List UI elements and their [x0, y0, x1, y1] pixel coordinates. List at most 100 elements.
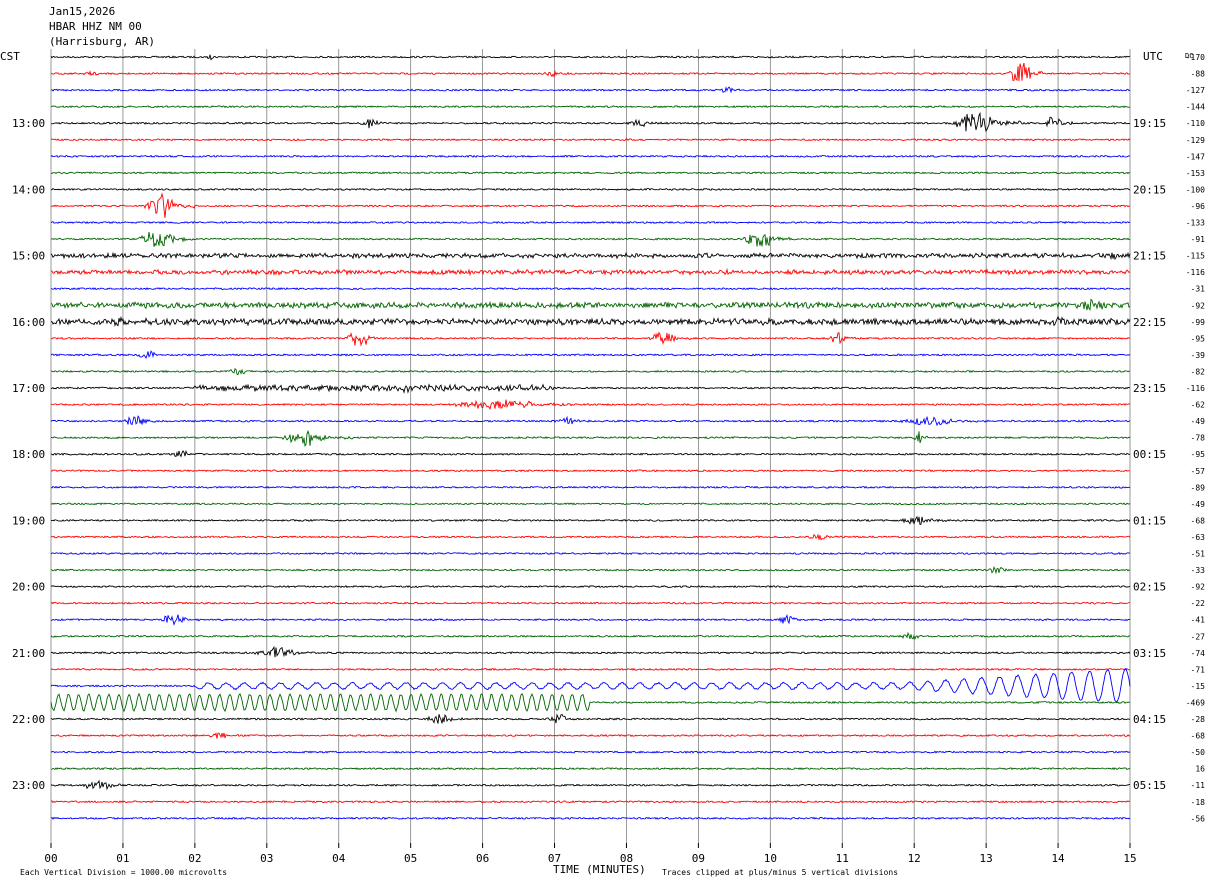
dc-offset-value: -153	[1186, 169, 1205, 178]
dc-offset-value: -92	[1191, 301, 1206, 310]
trace-line	[50, 713, 1131, 724]
left-hour-labels: 13:00 14:00 15:00 16:00 17:00 18:00 19:00 20:00…	[12, 117, 45, 792]
trace-line	[50, 368, 1131, 376]
dc-offset-value: -129	[1186, 136, 1205, 145]
trace-line	[50, 750, 1131, 754]
x-axis-ticks: 00 01 02 03 04 05 06 07 08 09 10 11 12 13 14 15	[44, 843, 1137, 865]
left-hour-label: 19:00	[12, 514, 45, 527]
dc-offset-value: -78	[1191, 434, 1206, 443]
x-tick-label: 10	[764, 852, 777, 865]
right-hour-labels: 19:15 20:15 21:15 22:15 23:15 00:15 01:15 02:15…	[1133, 117, 1166, 792]
right-hour-label: 04:15	[1133, 713, 1166, 726]
dc-offset-value: -68	[1191, 516, 1206, 525]
dc-offset-value: -74	[1191, 649, 1206, 658]
trace-line	[50, 429, 1131, 447]
trace-line	[50, 613, 1131, 626]
left-hour-label: 21:00	[12, 647, 45, 660]
trace-line	[50, 287, 1131, 291]
trace-line	[50, 192, 1130, 218]
trace-line	[50, 585, 1131, 589]
dc-offset-value: -89	[1191, 483, 1206, 492]
right-hour-label: 01:15	[1133, 514, 1166, 527]
left-hour-label: 22:00	[12, 713, 45, 726]
dc-offset-value: -92	[1191, 583, 1206, 592]
header-date: Jan15,2026	[49, 5, 115, 18]
x-tick-label: 06	[476, 852, 489, 865]
traces	[50, 54, 1131, 820]
x-tick-label: 04	[332, 852, 346, 865]
right-hour-label: 23:15	[1133, 382, 1166, 395]
scale-note: Each Vertical Division = 1000.00 microvo…	[20, 868, 227, 877]
x-tick-label: 01	[116, 852, 129, 865]
x-tick-label: 05	[404, 852, 417, 865]
dc-offset-value: -116	[1186, 268, 1205, 277]
left-hour-label: 15:00	[12, 250, 45, 263]
dc-offset-value: -96	[1191, 202, 1206, 211]
trace-line	[50, 779, 1131, 791]
right-hour-label: 00:15	[1133, 448, 1166, 461]
trace-line	[51, 267, 1131, 277]
dc-offset-value: -71	[1191, 665, 1206, 674]
trace-line	[50, 54, 1131, 61]
dc-offset-value: -110	[1186, 119, 1205, 128]
dc-offset-value: -27	[1191, 632, 1206, 641]
trace-line	[50, 86, 1131, 94]
trace-line	[50, 732, 1131, 739]
dc-offset-value: -50	[1191, 748, 1206, 757]
dc-offset-value: -41	[1191, 616, 1206, 625]
trace-line	[50, 220, 1131, 225]
x-tick-label: 14	[1051, 852, 1065, 865]
dc-offset-value: -49	[1191, 500, 1206, 509]
trace-line	[50, 816, 1131, 820]
dc-offset-value: -88	[1191, 70, 1206, 79]
right-hour-label: 22:15	[1133, 316, 1166, 329]
dc-offset-value: -18	[1191, 798, 1206, 807]
dc-offset-value: -56	[1191, 814, 1206, 823]
dc-offset-value: -22	[1191, 599, 1206, 608]
x-tick-label: 07	[548, 852, 561, 865]
clip-note: Traces clipped at plus/minus 5 vertical …	[662, 868, 898, 877]
trace-line	[50, 251, 1131, 261]
trace-line	[50, 667, 1131, 671]
header: Jan15,2026 HBAR HHZ NM 00 (Harrisburg, A…	[0, 5, 1193, 63]
trace-line	[50, 154, 1130, 158]
x-tick-label: 03	[260, 852, 273, 865]
dc-offset-value: -51	[1191, 550, 1206, 559]
x-tick-label: 08	[620, 852, 633, 865]
dc-offset-header: DC	[1185, 52, 1193, 60]
trace-line	[50, 601, 1130, 605]
dc-offset-value: -63	[1191, 533, 1206, 542]
trace-line	[50, 552, 1131, 556]
right-hour-label: 21:15	[1133, 250, 1166, 263]
trace-line	[50, 62, 1131, 82]
right-hour-label: 03:15	[1133, 647, 1166, 660]
trace-line	[50, 383, 1131, 394]
dc-offset-value: 16	[1195, 765, 1205, 774]
dc-offset-value: -68	[1191, 732, 1206, 741]
dc-offset-value: -133	[1186, 219, 1205, 228]
dc-offset-value: -28	[1191, 715, 1206, 724]
dc-offset-value: -147	[1186, 152, 1205, 161]
dc-offset-value: -33	[1191, 566, 1206, 575]
trace-line	[50, 668, 1131, 703]
left-hour-label: 17:00	[12, 382, 45, 395]
trace-line	[50, 767, 1131, 771]
dc-offset-value: -95	[1191, 450, 1206, 459]
x-tick-label: 09	[692, 852, 705, 865]
right-hour-label: 05:15	[1133, 779, 1166, 792]
dc-offset-value: -469	[1186, 698, 1205, 707]
trace-line	[50, 533, 1131, 541]
trace-line	[50, 138, 1131, 142]
dc-offset-value: -144	[1186, 103, 1205, 112]
header-location: (Harrisburg, AR)	[49, 35, 155, 48]
dc-offset-value: -15	[1191, 682, 1206, 691]
trace-line	[50, 315, 1131, 327]
footer: Each Vertical Division = 1000.00 microvo…	[20, 863, 898, 877]
trace-line	[51, 800, 1131, 804]
x-tick-label: 13	[980, 852, 993, 865]
x-tick-label: 15	[1123, 852, 1136, 865]
x-tick-label: 11	[836, 852, 849, 865]
trace-line	[50, 231, 1131, 247]
x-axis-label: TIME (MINUTES)	[553, 863, 646, 876]
